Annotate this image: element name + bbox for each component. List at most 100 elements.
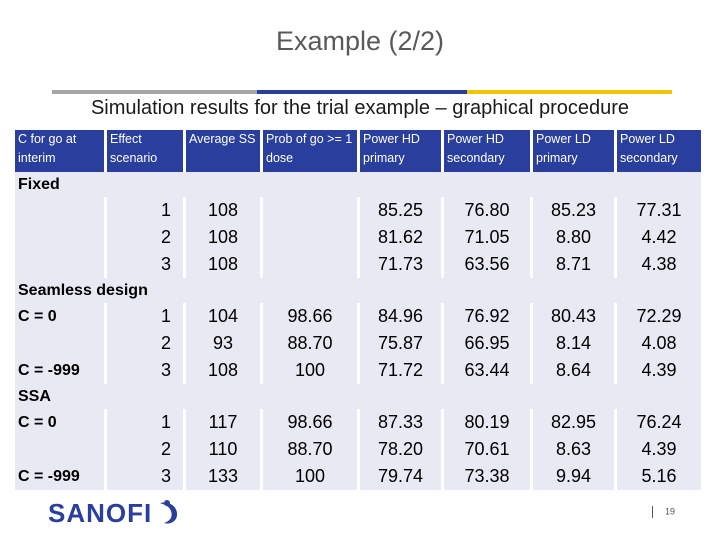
table-cell: 3 bbox=[107, 463, 186, 490]
table-cell: 2 bbox=[107, 436, 186, 463]
table-cell: 76.24 bbox=[617, 409, 701, 436]
table-cell: 2 bbox=[107, 224, 186, 251]
table-cell: 80.19 bbox=[444, 409, 533, 436]
table-cell: 9.94 bbox=[533, 463, 617, 490]
table-cell: 77.31 bbox=[617, 197, 701, 224]
table-cell: 8.64 bbox=[533, 357, 617, 384]
table-cell: 78.20 bbox=[360, 436, 444, 463]
column-header: Power LD secondary bbox=[617, 130, 701, 172]
table-row: C = 0 1 117 98.66 87.33 80.19 82.95 76.24 bbox=[15, 409, 701, 436]
simulation-results-table: C for go at interim Effect scenario Averag… bbox=[15, 130, 701, 490]
column-header: Average SS bbox=[186, 130, 263, 172]
rule-segment-yellow bbox=[467, 90, 672, 94]
table-cell: 4.39 bbox=[617, 357, 701, 384]
table-cell bbox=[15, 224, 107, 251]
table-cell: 71.72 bbox=[360, 357, 444, 384]
column-header: C for go at interim bbox=[15, 130, 107, 172]
table-row: 2 108 81.62 71.05 8.80 4.42 bbox=[15, 224, 701, 251]
table-header-row: C for go at interim Effect scenario Averag… bbox=[15, 130, 701, 172]
table-cell: 63.44 bbox=[444, 357, 533, 384]
table-row: C = 0 1 104 98.66 84.96 76.92 80.43 72.29 bbox=[15, 303, 701, 330]
table-cell: 88.70 bbox=[263, 436, 360, 463]
column-header: Prob of go >= 1 dose bbox=[263, 130, 360, 172]
table-cell: 4.38 bbox=[617, 251, 701, 278]
sanofi-bird-icon bbox=[160, 500, 178, 524]
table-cell: 133 bbox=[186, 463, 263, 490]
table-cell: 70.61 bbox=[444, 436, 533, 463]
table-cell: 8.71 bbox=[533, 251, 617, 278]
title-rule bbox=[52, 90, 672, 94]
table-cell: 3 bbox=[107, 251, 186, 278]
table-cell: C = -999 bbox=[15, 463, 107, 490]
table-cell: 1 bbox=[107, 409, 186, 436]
table-row: 2 93 88.70 75.87 66.95 8.14 4.08 bbox=[15, 330, 701, 357]
section-row: Seamless design bbox=[15, 278, 701, 303]
section-row: SSA bbox=[15, 384, 701, 409]
table-row: 1 108 85.25 76.80 85.23 77.31 bbox=[15, 197, 701, 224]
table-cell: 100 bbox=[263, 357, 360, 384]
table-row: C = -999 3 108 100 71.72 63.44 8.64 4.39 bbox=[15, 357, 701, 384]
table-cell: 81.62 bbox=[360, 224, 444, 251]
table-cell: C = 0 bbox=[15, 303, 107, 330]
table-cell: 8.63 bbox=[533, 436, 617, 463]
table-cell: 82.95 bbox=[533, 409, 617, 436]
table-cell: 117 bbox=[186, 409, 263, 436]
table-cell: 73.38 bbox=[444, 463, 533, 490]
table-cell: C = 0 bbox=[15, 409, 107, 436]
page-number: 19 bbox=[652, 506, 675, 518]
table-cell: 108 bbox=[186, 357, 263, 384]
table-cell: 2 bbox=[107, 330, 186, 357]
table-cell: 63.56 bbox=[444, 251, 533, 278]
rule-segment-gray bbox=[52, 90, 257, 94]
column-header: Effect scenario bbox=[107, 130, 186, 172]
table-cell: 76.92 bbox=[444, 303, 533, 330]
table-cell: 79.74 bbox=[360, 463, 444, 490]
table-cell: 100 bbox=[263, 463, 360, 490]
section-label: SSA bbox=[15, 384, 701, 409]
table-cell: 85.23 bbox=[533, 197, 617, 224]
table-cell: C = -999 bbox=[15, 357, 107, 384]
table-cell: 4.42 bbox=[617, 224, 701, 251]
table-row: 2 110 88.70 78.20 70.61 8.63 4.39 bbox=[15, 436, 701, 463]
table-row: C = -999 3 133 100 79.74 73.38 9.94 5.16 bbox=[15, 463, 701, 490]
table-cell: 84.96 bbox=[360, 303, 444, 330]
column-header: Power LD primary bbox=[533, 130, 617, 172]
table-cell: 98.66 bbox=[263, 409, 360, 436]
table-cell: 5.16 bbox=[617, 463, 701, 490]
section-label: Seamless design bbox=[15, 278, 701, 303]
column-header: Power HD secondary bbox=[444, 130, 533, 172]
table-cell bbox=[15, 330, 107, 357]
table-cell: 75.87 bbox=[360, 330, 444, 357]
table-cell bbox=[263, 197, 360, 224]
table-cell: 4.08 bbox=[617, 330, 701, 357]
table-cell: 66.95 bbox=[444, 330, 533, 357]
table-cell bbox=[263, 224, 360, 251]
table-cell: 72.29 bbox=[617, 303, 701, 330]
table-cell: 1 bbox=[107, 197, 186, 224]
rule-segment-blue bbox=[257, 90, 467, 94]
table-cell: 98.66 bbox=[263, 303, 360, 330]
table-cell: 71.05 bbox=[444, 224, 533, 251]
table-cell bbox=[15, 436, 107, 463]
table-cell: 71.73 bbox=[360, 251, 444, 278]
table-body: Fixed 1 108 85.25 76.80 85.23 77.31 2 108 81.62 71… bbox=[15, 172, 701, 490]
table-row: 3 108 71.73 63.56 8.71 4.38 bbox=[15, 251, 701, 278]
table-cell: 76.80 bbox=[444, 197, 533, 224]
table-cell: 88.70 bbox=[263, 330, 360, 357]
table-cell: 8.14 bbox=[533, 330, 617, 357]
table-cell: 85.25 bbox=[360, 197, 444, 224]
table-cell bbox=[263, 251, 360, 278]
slide-subtitle: Simulation results for the trial example… bbox=[90, 97, 630, 119]
sanofi-logo: SANOFI bbox=[48, 498, 182, 528]
section-row: Fixed bbox=[15, 172, 701, 197]
logo-wordmark: SANOFI bbox=[48, 497, 153, 528]
table-cell bbox=[15, 197, 107, 224]
table-cell: 108 bbox=[186, 224, 263, 251]
table-cell: 80.43 bbox=[533, 303, 617, 330]
table-cell: 8.80 bbox=[533, 224, 617, 251]
table-cell: 93 bbox=[186, 330, 263, 357]
table-cell: 104 bbox=[186, 303, 263, 330]
section-label: Fixed bbox=[15, 172, 701, 197]
table-cell: 3 bbox=[107, 357, 186, 384]
table-cell: 4.39 bbox=[617, 436, 701, 463]
